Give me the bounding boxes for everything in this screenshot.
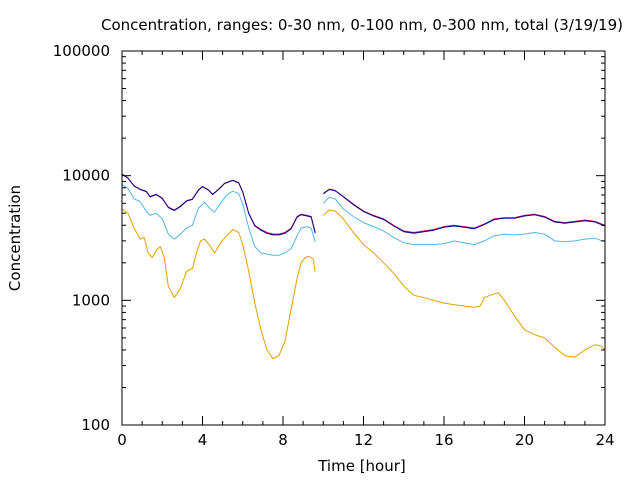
series-line-0-segment-0 bbox=[121, 208, 316, 360]
x-tick-label: 16 bbox=[434, 431, 453, 449]
y-axis-label: Concentration bbox=[6, 185, 24, 291]
x-tick-label: 20 bbox=[515, 431, 534, 449]
x-tick-label: 24 bbox=[595, 431, 614, 449]
y-tick-label: 1000 bbox=[72, 291, 110, 309]
series-line-1-segment-0 bbox=[121, 184, 316, 256]
x-tick-label: 8 bbox=[278, 431, 288, 449]
series-line-3-segment-1 bbox=[323, 189, 606, 234]
axis-ticks bbox=[121, 50, 606, 426]
axis-tick-labels: 0 4 8 12 16 20 24 100 1000 10000 100000 bbox=[53, 42, 615, 449]
series-line-0-segment-1 bbox=[322, 209, 606, 358]
x-axis-label: Time [hour] bbox=[317, 457, 406, 475]
series-line-2-segment-0 bbox=[121, 173, 316, 235]
series-line-2-segment-1 bbox=[323, 188, 606, 233]
y-tick-label: 10000 bbox=[62, 167, 110, 185]
series-line-1-segment-1 bbox=[322, 196, 606, 246]
x-tick-label: 0 bbox=[117, 431, 127, 449]
x-tick-label: 4 bbox=[198, 431, 208, 449]
x-tick-label: 12 bbox=[354, 431, 373, 449]
plot-frame bbox=[121, 50, 606, 426]
y-tick-label: 100000 bbox=[53, 42, 110, 60]
series-line-3-segment-0 bbox=[121, 173, 316, 236]
plot-series bbox=[121, 173, 606, 360]
y-tick-label: 100 bbox=[81, 416, 110, 434]
chart-title: Concentration, ranges: 0-30 nm, 0-100 nm… bbox=[101, 16, 623, 34]
